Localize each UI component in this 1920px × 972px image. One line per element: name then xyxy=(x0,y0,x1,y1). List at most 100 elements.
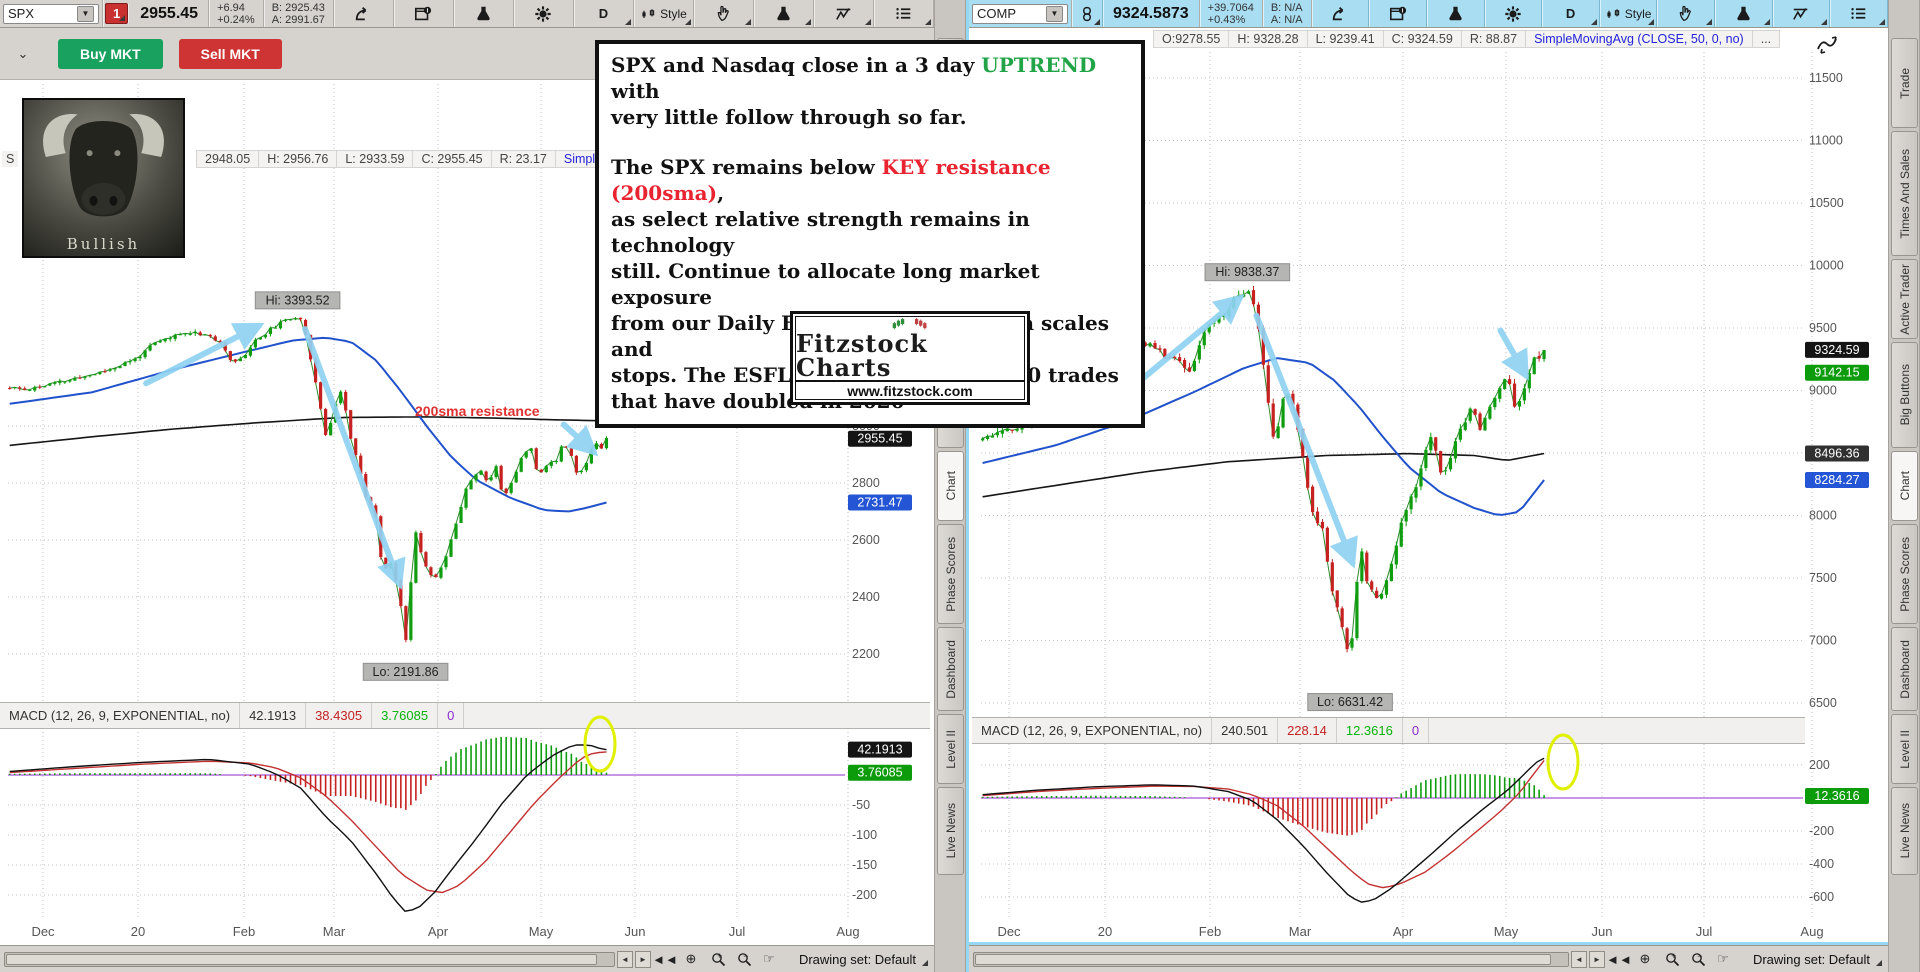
sell-mkt-button[interactable]: Sell MKT xyxy=(178,38,282,69)
zoom-in-icon[interactable]: + xyxy=(705,950,729,969)
svg-text:Hi: 9838.37: Hi: 9838.37 xyxy=(1215,265,1279,279)
svg-text:11000: 11000 xyxy=(1809,134,1843,148)
chart-style-button[interactable]: Style xyxy=(634,0,695,27)
svg-text:Jun: Jun xyxy=(625,924,646,939)
study-more-button[interactable]: ... xyxy=(1752,30,1781,48)
symbol-combo-spx[interactable]: SPX ▼ xyxy=(0,0,103,27)
svg-text:-200: -200 xyxy=(852,888,877,902)
notes-button[interactable] xyxy=(394,0,454,27)
link-symbol-icon[interactable] xyxy=(1072,0,1103,27)
sidebar-tab-live-news[interactable]: Live News xyxy=(1891,787,1918,875)
studies-flask-button[interactable] xyxy=(754,0,815,27)
jump-to-end-icon[interactable]: ◄◄ xyxy=(652,951,678,967)
symbol-combo-comp[interactable]: COMP ▼ xyxy=(969,0,1072,27)
bid-ask-cell: B: N/A A: N/A xyxy=(1263,0,1312,27)
zoom-in-icon[interactable]: + xyxy=(1659,950,1683,969)
settings-gear-button[interactable] xyxy=(1485,0,1543,27)
svg-text:10500: 10500 xyxy=(1809,196,1844,210)
ohlc-field: H: 9328.28 xyxy=(1229,30,1308,48)
macd-signal-value: 38.4305 xyxy=(306,703,373,728)
chart-menu-button[interactable] xyxy=(1830,0,1889,27)
tab-label: Level II xyxy=(1897,729,1912,769)
buy-mkt-button[interactable]: Buy MKT xyxy=(58,38,163,69)
share-button[interactable] xyxy=(1312,0,1370,27)
cursor-hand-button[interactable] xyxy=(1657,0,1716,27)
symbol-input[interactable]: SPX xyxy=(8,6,35,21)
jump-to-end-icon[interactable]: ◄◄ xyxy=(1606,951,1632,967)
chart-style-button[interactable]: Style xyxy=(1600,0,1658,27)
horizontal-scrollbar[interactable] xyxy=(4,951,615,967)
sidebar-tab-dashboard[interactable]: Dashboard xyxy=(937,627,964,711)
svg-text:Aug: Aug xyxy=(836,924,859,939)
ask-value: A: 2991.67 xyxy=(271,13,325,26)
sidebar-tab-times-and-sales[interactable]: Times And Sales xyxy=(1891,131,1918,256)
crosshair-icon[interactable]: ⊕ xyxy=(1639,951,1651,966)
symbol-dropdown-button[interactable]: ▼ xyxy=(77,5,94,22)
zoom-out-icon[interactable]: − xyxy=(1685,950,1709,969)
timeframe-button[interactable]: D xyxy=(1542,0,1600,27)
collapse-chevron-icon[interactable]: ⌄ xyxy=(17,45,29,61)
drawings-button[interactable] xyxy=(814,0,875,27)
tab-label: Phase Scores xyxy=(1897,536,1912,612)
sidebar-tab-chart[interactable]: Chart xyxy=(937,451,964,521)
scroll-left-button[interactable]: ◄ xyxy=(1570,950,1587,968)
crosshair-icon[interactable]: ⊕ xyxy=(685,951,697,966)
symbol-dropdown-button[interactable]: ▼ xyxy=(1046,5,1063,22)
study-label[interactable]: SimpleMovingAvg (CLOSE, 50, 0, no) xyxy=(1526,30,1753,48)
notes-button[interactable] xyxy=(1369,0,1427,27)
drawings-button[interactable] xyxy=(1773,0,1831,27)
sidebar-tab-level-ii[interactable]: Level II xyxy=(1891,714,1918,784)
share-button[interactable] xyxy=(334,0,394,27)
alert-badge[interactable]: 1 xyxy=(105,3,129,24)
timeframe-button[interactable]: D xyxy=(574,0,634,27)
scroll-left-button[interactable]: ◄ xyxy=(616,950,633,968)
analysis-flask-button[interactable] xyxy=(454,0,514,27)
fitzstock-logo-box: Fitzstock Charts www.fitzstock.com xyxy=(790,311,1030,405)
drawing-set-selector[interactable]: Drawing set: Default xyxy=(793,951,930,968)
macd-zero-value: 0 xyxy=(1403,718,1430,743)
macd-value: 42.1913 xyxy=(240,703,307,728)
horizontal-scrollbar[interactable] xyxy=(973,951,1569,967)
scroll-right-button[interactable]: ► xyxy=(634,950,651,968)
sidebar-tab-live-news[interactable]: Live News xyxy=(937,787,964,875)
pan-hand-icon[interactable]: ☞ xyxy=(1717,951,1729,966)
analysis-flask-button[interactable] xyxy=(1427,0,1485,27)
svg-text:Apr: Apr xyxy=(1393,924,1414,939)
pattern-curve-icon[interactable] xyxy=(1815,33,1839,62)
sidebar-tab-big-buttons[interactable]: Big Buttons xyxy=(1891,342,1918,448)
svg-text:Lo: 6631.42: Lo: 6631.42 xyxy=(1317,695,1383,709)
bull-caption: Bullish xyxy=(66,235,141,253)
svg-text:May: May xyxy=(529,924,554,939)
pan-hand-icon[interactable]: ☞ xyxy=(763,951,775,966)
ohlc-field: L: 9239.41 xyxy=(1307,30,1384,48)
drawing-set-selector[interactable]: Drawing set: Default xyxy=(1747,951,1884,968)
sidebar-tab-dashboard[interactable]: Dashboard xyxy=(1891,627,1918,711)
cursor-hand-button[interactable] xyxy=(694,0,755,27)
change-cell: +39.7064 +0.43% xyxy=(1200,0,1263,27)
tab-label: Dashboard xyxy=(943,639,958,699)
svg-text:2600: 2600 xyxy=(852,533,880,547)
symbol-input[interactable]: COMP xyxy=(977,6,1016,21)
ohlc-field: H: 2956.76 xyxy=(259,150,338,168)
sidebar-tab-level-ii[interactable]: Level II xyxy=(937,714,964,784)
sidebar-tab-active-trader[interactable]: Active Trader xyxy=(1891,259,1918,339)
chart-menu-button[interactable] xyxy=(874,0,935,27)
svg-text:8496.36: 8496.36 xyxy=(1814,446,1859,460)
tab-label: Big Buttons xyxy=(1897,364,1912,426)
svg-text:Jun: Jun xyxy=(1592,924,1613,939)
settings-gear-button[interactable] xyxy=(514,0,574,27)
svg-text:-400: -400 xyxy=(1809,857,1834,871)
scroll-right-button[interactable]: ► xyxy=(1588,950,1605,968)
studies-flask-button[interactable] xyxy=(1715,0,1773,27)
sidebar-tab-chart[interactable]: Chart xyxy=(1891,451,1918,521)
tab-label: Live News xyxy=(1897,803,1912,859)
svg-text:200: 200 xyxy=(1809,758,1830,772)
sidebar-tab-phase-scores[interactable]: Phase Scores xyxy=(937,524,964,624)
zoom-out-icon[interactable]: − xyxy=(731,950,755,969)
sidebar-tab-phase-scores[interactable]: Phase Scores xyxy=(1891,524,1918,624)
tab-label: Live News xyxy=(943,803,958,859)
bullish-image: Bullish xyxy=(22,98,185,258)
spx-chart-canvas[interactable]: Dec20FebMarAprMayJunJulAug30002800260024… xyxy=(0,0,934,972)
sidebar-tab-trade[interactable]: Trade xyxy=(1891,38,1918,128)
